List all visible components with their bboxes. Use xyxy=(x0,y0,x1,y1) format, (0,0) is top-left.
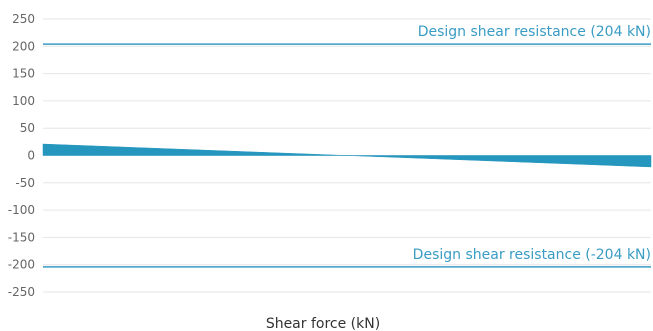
y-axis-ticks: 250 200 150 100 50 0 -50 -100 -150 -200 -250 xyxy=(8,12,35,299)
reference-lines: Design shear resistance (204 kN) Design s… xyxy=(43,24,651,268)
y-tick-label-neg50: -50 xyxy=(15,176,35,190)
y-tick-label-150: 150 xyxy=(12,67,35,81)
y-tick-label-100: 100 xyxy=(12,94,35,108)
y-tick-label-neg200: -200 xyxy=(8,258,35,272)
y-tick-label-200: 200 xyxy=(12,39,35,53)
reference-line-label-1: Design shear resistance (-204 kN) xyxy=(413,247,651,263)
series-area-group xyxy=(42,143,652,168)
x-axis-title: Shear force (kN) xyxy=(266,316,380,331)
y-tick-label-neg150: -150 xyxy=(8,230,35,244)
y-tick-label-250: 250 xyxy=(12,12,35,26)
y-tick-label-neg250: -250 xyxy=(8,285,35,299)
y-tick-label-0: 0 xyxy=(27,149,35,163)
y-tick-label-50: 50 xyxy=(20,121,35,135)
y-tick-label-neg100: -100 xyxy=(8,203,35,217)
series-area-0 xyxy=(42,143,652,168)
reference-line-label-0: Design shear resistance (204 kN) xyxy=(418,24,651,40)
